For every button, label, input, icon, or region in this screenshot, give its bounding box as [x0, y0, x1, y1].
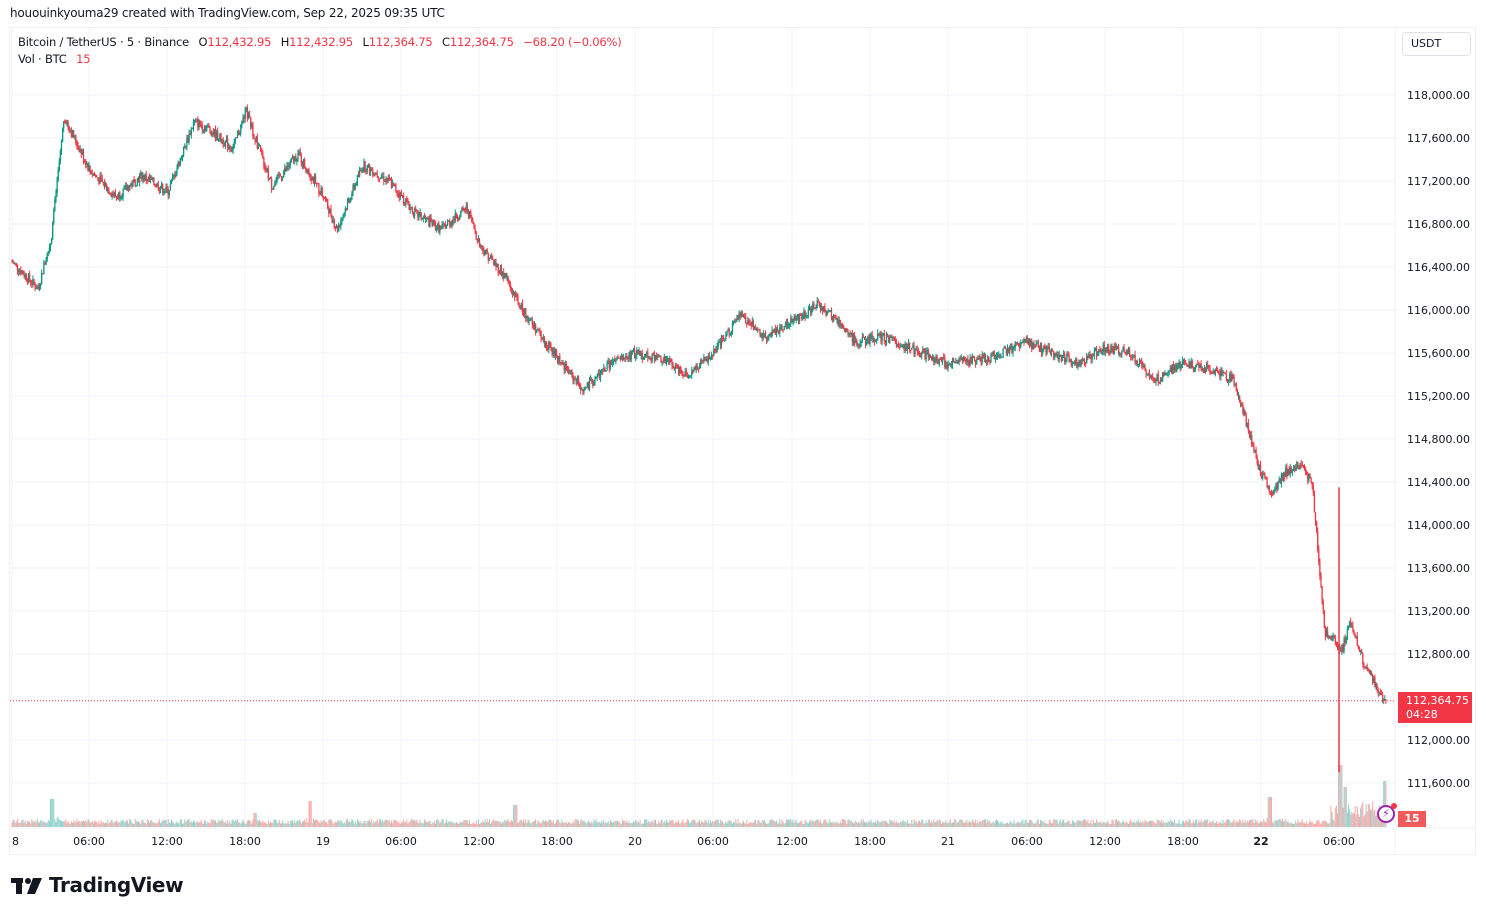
price-axis-label: 118,000.00: [1407, 89, 1470, 102]
price-axis-label: 111,600.00: [1407, 777, 1470, 790]
close-label: C: [442, 35, 450, 49]
chart-credit: hououinkyouma29 created with TradingView…: [10, 6, 445, 20]
volume-label[interactable]: Vol · BTC: [18, 52, 67, 66]
last-price-tag: 112,364.75 04:28: [1398, 692, 1472, 723]
time-axis-label: 18:00: [229, 835, 261, 848]
time-axis-label: 22: [1253, 835, 1268, 848]
time-axis-label: 8: [12, 835, 19, 848]
price-axis-label: 114,400.00: [1407, 476, 1470, 489]
volume-row: Vol · BTC 15: [18, 51, 622, 68]
price-axis-label: 112,000.00: [1407, 734, 1470, 747]
time-axis-label: 12:00: [1089, 835, 1121, 848]
price-axis-label: 115,600.00: [1407, 347, 1470, 360]
lightning-icon[interactable]: ⚡: [1377, 805, 1395, 823]
high-value: 112,432.95: [289, 35, 354, 49]
candles: [11, 104, 1387, 705]
chart-frame: [9, 27, 1476, 855]
logo-text: TradingView: [49, 873, 184, 897]
price-axis-label: 117,200.00: [1407, 175, 1470, 188]
open-label: O: [198, 35, 208, 49]
time-axis-label: 12:00: [776, 835, 808, 848]
low-label: L: [362, 35, 369, 49]
time-axis-label: 06:00: [73, 835, 105, 848]
price-axis-label: 115,200.00: [1407, 390, 1470, 403]
bar-countdown: 04:28: [1406, 708, 1438, 721]
time-axis-label: 06:00: [385, 835, 417, 848]
last-price-value: 112,364.75: [1406, 694, 1469, 707]
open-value: 112,432.95: [207, 35, 272, 49]
tradingview-logo-icon: [11, 876, 43, 894]
volume-tag: 15: [1398, 811, 1426, 827]
time-axis-label: 18:00: [541, 835, 573, 848]
price-axis-label: 116,800.00: [1407, 218, 1470, 231]
price-axis-label: 112,800.00: [1407, 648, 1470, 661]
price-axis-label: 117,600.00: [1407, 132, 1470, 145]
price-axis-label: 116,000.00: [1407, 304, 1470, 317]
volume-bars: [11, 765, 1387, 827]
time-axis-label: 20: [628, 835, 642, 848]
time-axis-label: 21: [941, 835, 955, 848]
time-axis-label: 12:00: [463, 835, 495, 848]
symbol-title[interactable]: Bitcoin / TetherUS · 5 · Binance: [18, 35, 190, 49]
change-value: −68.20 (−0.06%): [523, 35, 622, 49]
time-axis-label: 18:00: [854, 835, 886, 848]
tradingview-logo[interactable]: TradingView: [11, 873, 184, 897]
time-axis-label: 06:00: [697, 835, 729, 848]
time-axis-label: 06:00: [1011, 835, 1043, 848]
time-axis-label: 06:00: [1323, 835, 1355, 848]
time-axis-label: 12:00: [151, 835, 183, 848]
close-value: 112,364.75: [449, 35, 514, 49]
price-axis-label: 113,600.00: [1407, 562, 1470, 575]
chart-legend: Bitcoin / TetherUS · 5 · Binance O112,43…: [18, 34, 622, 68]
volume-value: 15: [76, 52, 91, 66]
price-axis-label: 114,000.00: [1407, 519, 1470, 532]
ohlc-row: Bitcoin / TetherUS · 5 · Binance O112,43…: [18, 34, 622, 51]
high-label: H: [280, 35, 290, 49]
notification-dot-icon: [1391, 803, 1397, 809]
time-axis-label: 18:00: [1167, 835, 1199, 848]
currency-button[interactable]: USDT: [1402, 32, 1471, 56]
time-axis-label: 19: [316, 835, 330, 848]
price-axis-label: 114,800.00: [1407, 433, 1470, 446]
price-axis-label: 113,200.00: [1407, 605, 1470, 618]
low-value: 112,364.75: [368, 35, 433, 49]
price-axis-label: 116,400.00: [1407, 261, 1470, 274]
